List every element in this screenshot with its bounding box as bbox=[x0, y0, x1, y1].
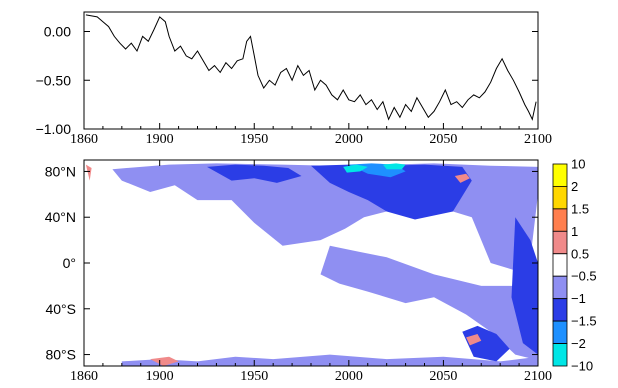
line-y-tick-label: −1.00 bbox=[36, 121, 72, 137]
colorbar-swatch bbox=[552, 253, 568, 277]
line-x-tick-label: 2000 bbox=[335, 132, 363, 147]
colorbar-swatch bbox=[552, 343, 568, 367]
contour-region bbox=[207, 164, 302, 183]
contour-x-tick-label: 1860 bbox=[70, 369, 98, 384]
contour-region bbox=[343, 164, 368, 173]
colorbar-label: −1.5 bbox=[571, 314, 597, 329]
contour-region bbox=[454, 173, 470, 183]
contour-region bbox=[121, 354, 539, 366]
contour-x-tick-label: 2100 bbox=[524, 369, 552, 384]
contour-y-tick-label: 0° bbox=[63, 255, 76, 271]
line-x-tick-label: 2100 bbox=[524, 132, 552, 147]
line-chart-ticks bbox=[83, 31, 539, 130]
contour-x-tick-label: 1950 bbox=[240, 369, 268, 384]
colorbar-label: −2 bbox=[571, 336, 586, 351]
colorbar-swatch bbox=[552, 185, 568, 210]
line-chart-frame bbox=[83, 11, 539, 130]
contour-y-tick-label: 80°S bbox=[45, 347, 76, 363]
zonal-mean-line-chart: 0.00 −0.50 −1.00 1860 1900 1950 2000 2050 2100 bbox=[36, 11, 552, 147]
colorbar: 10 2 1.5 1 0.5 −0.5 −1 −1.5 −2 −10 bbox=[552, 157, 597, 374]
latitude-time-contour-chart: 80°N 40°N 0° 40°S 80°S 1860 1900 1950 2000 2050 2… bbox=[45, 159, 552, 384]
colorbar-label: 10 bbox=[571, 157, 585, 172]
colorbar-label: −0.5 bbox=[571, 269, 597, 284]
colorbar-label: −1 bbox=[571, 291, 586, 306]
contour-region bbox=[511, 217, 538, 355]
colorbar-label: 2 bbox=[571, 179, 578, 194]
contour-region bbox=[462, 325, 510, 362]
colorbar-swatch bbox=[552, 320, 568, 344]
contour-x-tick-label: 2000 bbox=[335, 369, 363, 384]
contour-region bbox=[320, 245, 538, 361]
colorbar-label: 0.5 bbox=[571, 246, 589, 261]
contour-chart-x-tick-labels: 1860 1900 1950 2000 2050 2100 bbox=[70, 369, 552, 384]
colorbar-swatch bbox=[552, 298, 568, 322]
colorbar-swatch bbox=[552, 163, 568, 187]
line-y-tick-label: −0.50 bbox=[36, 72, 72, 88]
line-x-tick-label: 1860 bbox=[70, 132, 98, 147]
contour-chart-y-tick-labels: 80°N 40°N 0° 40°S 80°S bbox=[45, 163, 76, 362]
contour-y-tick-label: 40°S bbox=[45, 301, 76, 317]
colorbar-label: −10 bbox=[571, 359, 593, 374]
colorbar-swatches bbox=[552, 163, 568, 367]
series-line bbox=[85, 14, 537, 121]
contour-region bbox=[85, 164, 92, 181]
line-x-tick-label: 2050 bbox=[429, 132, 457, 147]
contour-y-tick-label: 80°N bbox=[45, 163, 76, 179]
contour-region bbox=[150, 356, 179, 366]
contour-y-tick-label: 40°N bbox=[45, 209, 76, 225]
contour-x-tick-label: 1900 bbox=[146, 369, 174, 384]
line-x-tick-label: 1950 bbox=[240, 132, 268, 147]
contour-chart-frame bbox=[83, 159, 539, 367]
colorbar-label: 1 bbox=[571, 224, 578, 239]
contour-region bbox=[311, 164, 472, 220]
line-chart-x-tick-labels: 1860 1900 1950 2000 2050 2100 bbox=[70, 132, 552, 147]
colorbar-label: 1.5 bbox=[571, 201, 589, 216]
line-x-tick-label: 1900 bbox=[146, 132, 174, 147]
contour-regions bbox=[85, 163, 539, 366]
colorbar-swatch bbox=[552, 230, 568, 255]
line-y-tick-label: 0.00 bbox=[44, 24, 71, 40]
line-chart-y-tick-labels: 0.00 −0.50 −1.00 bbox=[36, 24, 72, 138]
colorbar-labels: 10 2 1.5 1 0.5 −0.5 −1 −1.5 −2 −10 bbox=[571, 157, 597, 374]
contour-region bbox=[466, 334, 482, 346]
colorbar-swatch bbox=[552, 208, 568, 232]
contour-x-tick-label: 2050 bbox=[429, 369, 457, 384]
colorbar-swatch bbox=[552, 275, 568, 300]
contour-region bbox=[382, 163, 406, 170]
